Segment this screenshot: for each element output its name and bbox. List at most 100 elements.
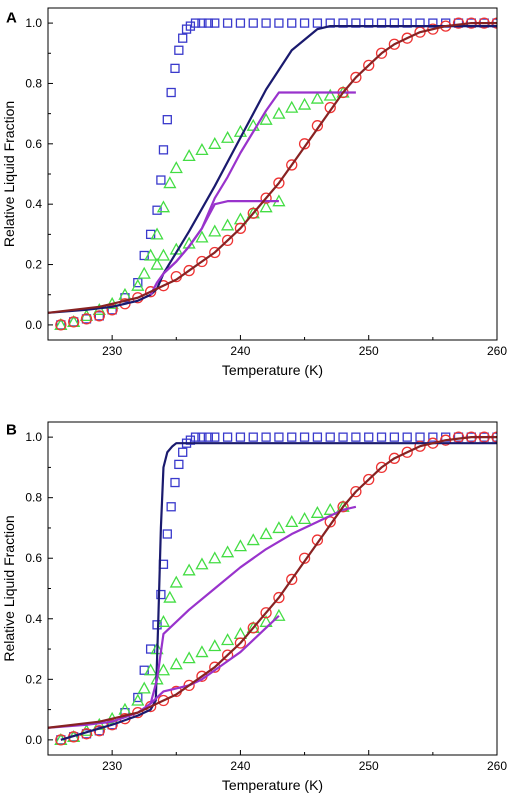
x-axis-label: Temperature (K)	[222, 777, 323, 793]
panel-label: B	[6, 421, 17, 438]
data-point	[273, 177, 285, 189]
data-point	[363, 59, 375, 71]
data-point	[285, 515, 299, 528]
data-point	[350, 71, 362, 84]
series-3-line	[48, 25, 497, 314]
data-point	[203, 432, 214, 442]
data-point	[221, 130, 235, 143]
data-point	[185, 21, 196, 31]
data-point	[221, 545, 235, 558]
data-point	[119, 298, 131, 310]
data-point	[169, 575, 183, 588]
data-point	[162, 115, 172, 125]
data-point	[272, 521, 286, 534]
y-axis: 0.0 0.2 0.4 0.6 0.8 1.0 Relative Liquid Fracti…	[1, 430, 53, 747]
data-point	[235, 18, 246, 28]
data-point	[388, 452, 401, 464]
data-point	[274, 18, 284, 28]
data-point	[299, 18, 310, 28]
data-point	[364, 432, 374, 442]
data-point	[80, 313, 93, 325]
data-point	[297, 512, 312, 525]
x-tick-label: 230	[102, 759, 122, 773]
data-point	[221, 234, 234, 247]
data-point	[197, 18, 207, 28]
data-point	[299, 432, 310, 442]
data-point	[195, 230, 209, 243]
data-point	[311, 534, 324, 546]
data-point	[93, 310, 105, 322]
y-tick-label: 0.8	[25, 491, 42, 505]
x-tick-label: 240	[230, 759, 250, 773]
x-axis: 230 240 250 260 Temperature (K)	[47, 750, 507, 793]
data-point	[144, 663, 158, 676]
data-point	[248, 18, 258, 28]
data-point	[210, 18, 220, 28]
data-point	[144, 248, 158, 261]
data-point	[375, 47, 388, 59]
data-point	[234, 637, 247, 649]
data-point	[55, 319, 67, 331]
data-point	[325, 432, 335, 442]
data-point	[235, 432, 246, 442]
data-point	[163, 590, 177, 603]
data-point	[261, 432, 271, 442]
data-point	[414, 440, 426, 452]
data-point	[259, 200, 273, 213]
y-tick-label: 0.2	[25, 258, 42, 272]
series-0-square	[56, 18, 497, 330]
chart-panel-b: B 230 240 250 260 Temperature (K) 0.0 0.2 0.4 0.6…	[1, 421, 507, 793]
data-point	[401, 32, 413, 44]
series-4-line	[48, 505, 357, 729]
data-point	[170, 63, 180, 74]
data-point	[169, 161, 183, 174]
data-point	[312, 18, 323, 28]
data-point	[222, 18, 233, 28]
y-tick-label: 0.2	[25, 672, 42, 686]
data-point	[162, 529, 172, 539]
plot-area	[48, 431, 497, 746]
data-point	[350, 485, 362, 498]
data-point	[274, 432, 284, 442]
axes-frame	[47, 421, 498, 756]
data-point	[286, 159, 298, 171]
data-point	[158, 145, 169, 155]
data-point	[208, 551, 222, 564]
series-6-line	[48, 21, 497, 314]
data-point	[247, 207, 259, 219]
data-point	[402, 432, 412, 442]
data-point	[310, 505, 324, 518]
fit-line	[48, 21, 497, 314]
series-2-circle	[55, 17, 497, 331]
data-point	[152, 205, 162, 215]
data-point	[197, 432, 207, 442]
series-3-line	[60, 442, 497, 741]
data-point	[190, 18, 201, 28]
data-point	[163, 176, 177, 189]
data-point	[156, 663, 171, 676]
data-point	[298, 552, 311, 564]
data-point	[376, 432, 387, 442]
x-axis-label: Temperature (K)	[222, 362, 323, 378]
fit-line	[149, 200, 279, 296]
data-point	[287, 18, 297, 28]
fit-line	[48, 25, 497, 314]
data-point	[221, 218, 235, 231]
y-tick-label: 0.0	[25, 318, 42, 332]
x-tick-label: 240	[230, 344, 250, 358]
y-tick-label: 0.8	[25, 76, 42, 90]
data-point	[415, 432, 425, 442]
data-point	[259, 527, 273, 540]
data-point	[94, 311, 104, 321]
y-tick-label: 0.6	[25, 137, 42, 151]
y-tick-label: 0.4	[25, 197, 42, 211]
data-point	[174, 459, 184, 470]
data-point	[195, 557, 209, 570]
data-point	[182, 651, 196, 664]
y-axis-label: Relative Liquid Fraction	[1, 101, 17, 247]
data-point	[260, 192, 272, 204]
series-5-line	[149, 200, 279, 296]
data-point	[137, 681, 151, 694]
data-point	[247, 622, 259, 634]
